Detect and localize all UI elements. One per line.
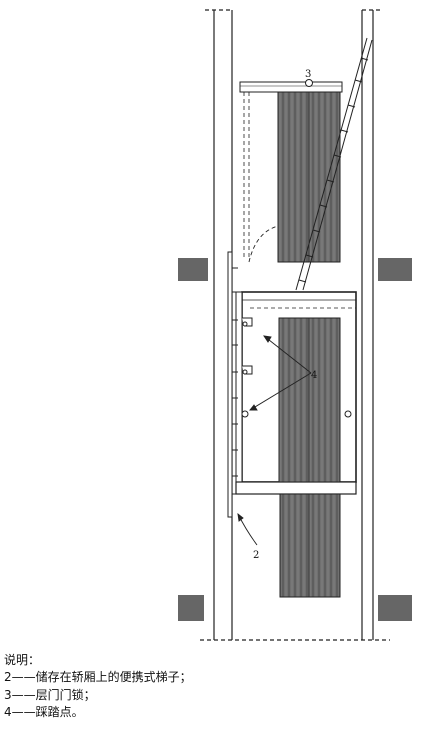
legend-item-number: 4: [4, 705, 12, 719]
legend-item-text: 踩踏点。: [35, 705, 84, 719]
foothold-icon: [241, 410, 249, 418]
shaft-walls: [200, 9, 390, 641]
elevator-shaft-diagram: 3: [178, 9, 412, 641]
legend-item: 2——储存在轿厢上的便携式梯子；: [4, 669, 418, 687]
ladder-label: 2: [253, 550, 259, 561]
legend-item: 3——层门门锁；: [4, 687, 418, 705]
lower-landing-door: [279, 493, 341, 598]
legend-item: 4——踩踏点。: [4, 704, 418, 722]
foothold-leaders: [249, 335, 312, 411]
ladder-hooks: [242, 317, 253, 375]
foothold-icon: [344, 410, 352, 418]
legend-item-text: 层门门锁；: [35, 687, 96, 702]
lift-car: [235, 291, 357, 495]
legend-item-dash: ——: [11, 670, 36, 684]
inclined-ladder: [295, 37, 373, 291]
floor-slab-upper: [178, 258, 412, 281]
stored-ladder: [227, 251, 238, 518]
legend-item-dash: ——: [11, 687, 36, 702]
legend-item-dash: ——: [11, 705, 36, 719]
ladder-leader: [237, 512, 258, 546]
legend-item-number: 3: [4, 687, 12, 702]
upper-landing-door: [239, 81, 343, 263]
door-lock-icon: [305, 79, 313, 87]
foothold-label: 4: [311, 370, 317, 381]
floor-slab-lower: [178, 595, 412, 621]
legend-item-text: 储存在轿厢上的便携式梯子；: [35, 670, 192, 684]
legend: 说明： 2——储存在轿厢上的便携式梯子； 3——层门门锁； 4——踩踏点。: [4, 652, 418, 722]
door-lock-label: 3: [305, 69, 311, 80]
legend-title: 说明：: [4, 653, 41, 667]
legend-item-number: 2: [4, 670, 12, 684]
